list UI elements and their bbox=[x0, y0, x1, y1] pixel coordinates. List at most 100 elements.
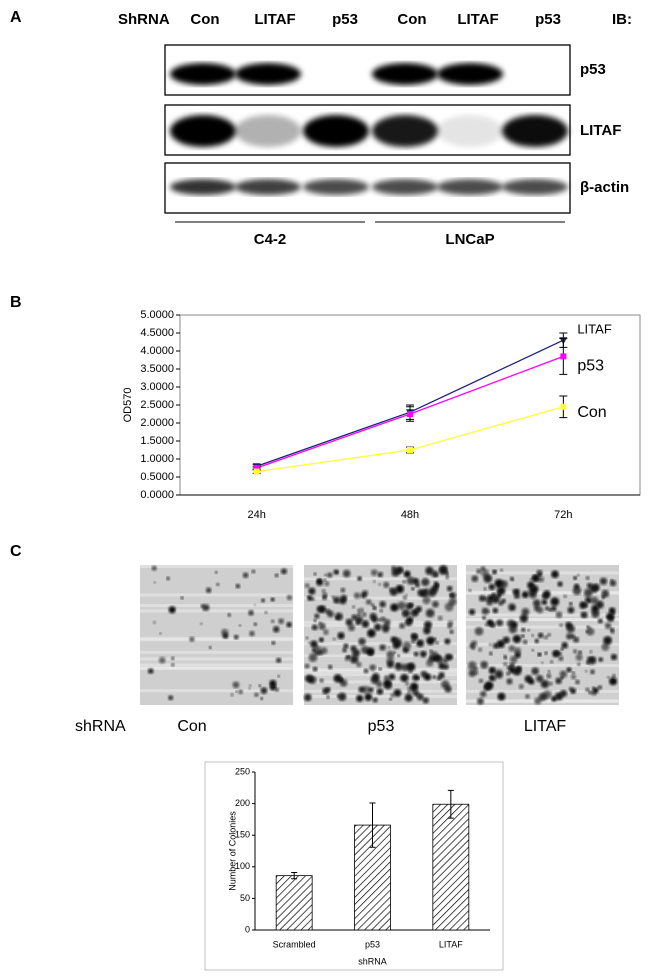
colony bbox=[613, 680, 616, 684]
colony bbox=[271, 640, 276, 645]
colony bbox=[304, 693, 312, 702]
colony bbox=[378, 667, 382, 671]
colony bbox=[422, 595, 431, 605]
colony bbox=[543, 635, 549, 640]
colony bbox=[251, 569, 256, 574]
colony bbox=[477, 697, 484, 705]
colony bbox=[559, 623, 563, 628]
colony bbox=[610, 653, 618, 661]
colony bbox=[425, 566, 434, 575]
y-tick-label: 250 bbox=[235, 766, 250, 776]
colony bbox=[390, 693, 395, 698]
colony bbox=[334, 612, 343, 621]
colony bbox=[432, 675, 437, 679]
colony bbox=[370, 675, 380, 684]
colony bbox=[388, 673, 396, 681]
streak bbox=[304, 673, 457, 677]
colony bbox=[416, 676, 420, 680]
colony bbox=[409, 602, 414, 608]
colony bbox=[238, 624, 242, 627]
y-tick-label: 0 bbox=[245, 924, 250, 934]
colony bbox=[546, 673, 552, 679]
colony bbox=[361, 646, 369, 654]
streak bbox=[140, 609, 293, 613]
colony bbox=[478, 595, 486, 602]
colony bbox=[609, 579, 617, 587]
colony bbox=[542, 690, 552, 699]
row-label: shRNA bbox=[75, 718, 126, 735]
antibody-label: LITAF bbox=[580, 122, 621, 139]
colony bbox=[532, 599, 541, 608]
colony bbox=[384, 675, 390, 681]
colony bbox=[214, 571, 218, 574]
colony bbox=[502, 636, 510, 644]
colony bbox=[316, 605, 323, 613]
colony bbox=[319, 678, 324, 683]
colony bbox=[393, 651, 396, 654]
colony bbox=[304, 583, 310, 589]
colony bbox=[200, 622, 203, 625]
series-label: p53 bbox=[577, 358, 604, 375]
colony bbox=[286, 594, 293, 601]
colony bbox=[413, 651, 419, 657]
colony bbox=[358, 637, 366, 646]
y-tick-label: 0.0000 bbox=[140, 489, 174, 501]
blot-band bbox=[303, 115, 369, 147]
colony bbox=[373, 580, 376, 583]
colony bbox=[426, 659, 434, 667]
colony bbox=[404, 693, 413, 702]
colony bbox=[393, 689, 402, 697]
colony bbox=[327, 572, 333, 578]
colony bbox=[588, 690, 592, 695]
colony bbox=[397, 654, 400, 658]
blot-header: p53 bbox=[535, 11, 561, 28]
colony bbox=[334, 570, 339, 575]
marker bbox=[560, 353, 567, 360]
colony bbox=[383, 679, 392, 688]
colony bbox=[566, 667, 572, 673]
colony bbox=[275, 687, 280, 692]
colony bbox=[500, 580, 508, 589]
colony bbox=[432, 637, 437, 641]
colony bbox=[500, 568, 503, 572]
colony bbox=[379, 600, 386, 608]
colony bbox=[449, 629, 454, 634]
colony bbox=[521, 634, 525, 638]
colony bbox=[419, 650, 427, 658]
colony bbox=[609, 627, 615, 633]
colony bbox=[147, 668, 154, 674]
streak bbox=[140, 663, 293, 667]
colony bbox=[534, 638, 539, 644]
colony bbox=[403, 570, 411, 578]
colony bbox=[572, 671, 575, 675]
x-axis-title: shRNA bbox=[358, 956, 387, 966]
colony bbox=[429, 656, 432, 659]
colony bbox=[327, 664, 333, 670]
colony bbox=[353, 592, 361, 599]
colony bbox=[379, 644, 386, 651]
colony bbox=[270, 597, 275, 602]
colony bbox=[519, 614, 529, 623]
colony bbox=[308, 587, 316, 595]
colony bbox=[411, 639, 416, 644]
colony bbox=[480, 661, 488, 669]
marker bbox=[407, 447, 413, 453]
colony bbox=[342, 647, 347, 653]
colony bbox=[599, 577, 608, 585]
colony bbox=[311, 624, 318, 631]
colony bbox=[308, 675, 317, 684]
blot-band bbox=[235, 63, 301, 85]
colony bbox=[339, 597, 347, 605]
colony bbox=[572, 586, 582, 596]
colony bbox=[585, 687, 590, 692]
colony bbox=[555, 611, 563, 619]
colony bbox=[554, 650, 560, 657]
colony bbox=[481, 607, 490, 616]
colony bbox=[331, 595, 335, 599]
colony bbox=[561, 641, 568, 649]
colony bbox=[544, 606, 550, 611]
colony bbox=[356, 609, 360, 612]
colony bbox=[407, 686, 411, 691]
colony bbox=[402, 579, 406, 584]
colony bbox=[264, 611, 268, 614]
